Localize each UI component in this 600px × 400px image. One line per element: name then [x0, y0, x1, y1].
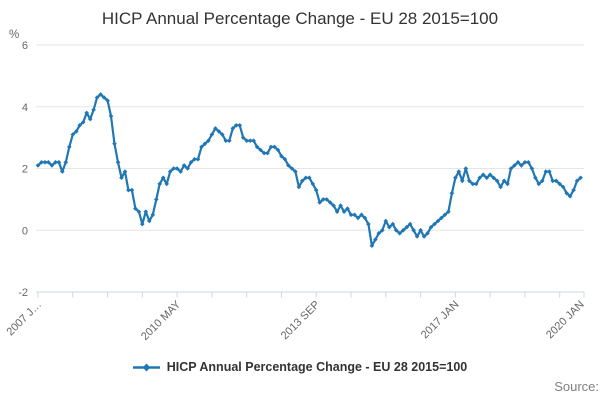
x-axis-tick-label: 2010 MAY — [139, 298, 184, 343]
y-axis-tick-label: 6 — [22, 40, 28, 52]
y-axis-tick-label: 2 — [22, 164, 28, 176]
y-axis-tick-label: 0 — [22, 225, 28, 237]
x-axis-tick-label: 2007 J… — [5, 299, 45, 339]
series-line — [36, 93, 582, 247]
source-note: Source: — [554, 379, 599, 394]
legend-item-hicp[interactable]: HICP Annual Percentage Change - EU 28 20… — [0, 360, 600, 374]
legend-label: HICP Annual Percentage Change - EU 28 20… — [166, 360, 468, 374]
y-axis-unit-label: % — [9, 29, 19, 41]
legend-line-marker-icon — [132, 363, 160, 371]
series-markers — [35, 92, 583, 248]
x-axis-tick-label: 2017 JAN — [419, 299, 462, 342]
plot-area: 6 4 2 0 -2% 2007 J… 2010 MAY 2013 SEP 2017 JAN 20… — [5, 29, 587, 343]
y-axis-tick-label: -2 — [18, 287, 28, 299]
y-axis-tick-label: 4 — [22, 102, 28, 114]
x-axis-tick-label: 2013 SEP — [279, 299, 323, 343]
chart-title: HICP Annual Percentage Change - EU 28 20… — [101, 9, 499, 28]
x-axis-tick-label: 2020 JAN — [544, 299, 587, 342]
